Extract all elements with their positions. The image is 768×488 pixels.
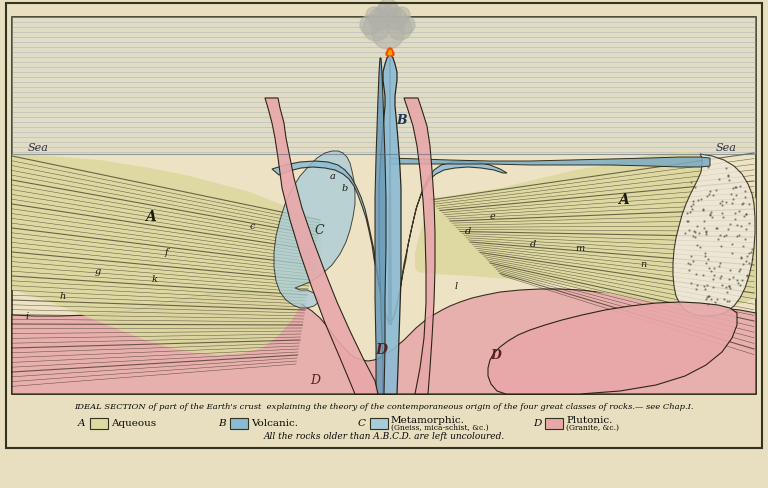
Text: Sea: Sea: [28, 142, 49, 153]
Text: g: g: [95, 266, 101, 275]
Bar: [545, 418, 563, 428]
FancyBboxPatch shape: [12, 18, 756, 394]
Text: D: D: [310, 373, 320, 386]
Text: h: h: [60, 291, 66, 301]
Polygon shape: [488, 303, 737, 394]
Text: d: d: [465, 226, 472, 236]
Polygon shape: [390, 158, 710, 168]
Text: m: m: [575, 244, 584, 252]
Text: A: A: [618, 193, 629, 206]
Polygon shape: [404, 99, 435, 394]
Circle shape: [397, 17, 415, 35]
Circle shape: [388, 17, 412, 41]
Polygon shape: [375, 59, 386, 394]
Circle shape: [383, 5, 401, 23]
Text: D: D: [490, 348, 501, 361]
Text: B: B: [218, 419, 226, 427]
Text: n: n: [640, 260, 646, 268]
Circle shape: [360, 16, 380, 36]
Text: Metamorphic.: Metamorphic.: [391, 416, 465, 425]
Text: D: D: [533, 419, 541, 427]
Polygon shape: [379, 55, 401, 394]
Text: C: C: [315, 224, 325, 237]
Text: C: C: [358, 419, 366, 427]
Text: c: c: [250, 222, 256, 230]
Text: e: e: [490, 212, 496, 221]
Polygon shape: [12, 289, 756, 394]
Polygon shape: [12, 155, 322, 355]
Circle shape: [369, 9, 391, 31]
Text: (Gneiss, mica-schist, &c.): (Gneiss, mica-schist, &c.): [391, 423, 488, 431]
Text: All the rocks older than A.B.C.D. are left uncoloured.: All the rocks older than A.B.C.D. are le…: [263, 431, 505, 441]
Bar: [370, 418, 388, 428]
Text: d: d: [530, 240, 536, 248]
Polygon shape: [274, 152, 355, 308]
Text: k: k: [152, 274, 158, 284]
Text: Volcanic.: Volcanic.: [251, 419, 298, 427]
Circle shape: [366, 8, 382, 24]
Polygon shape: [265, 99, 378, 394]
Text: i: i: [25, 311, 28, 320]
Circle shape: [363, 16, 389, 42]
Text: IDEAL SECTION of part of the Earth's crust  explaining the theory of the contemp: IDEAL SECTION of part of the Earth's cru…: [74, 402, 694, 410]
Text: Plutonic.: Plutonic.: [566, 416, 612, 425]
Text: (Granite, &c.): (Granite, &c.): [566, 423, 619, 431]
Circle shape: [378, 0, 398, 20]
Text: A: A: [145, 209, 156, 224]
Circle shape: [372, 18, 404, 50]
Polygon shape: [272, 55, 507, 325]
Text: l: l: [455, 282, 458, 290]
Text: f: f: [165, 247, 169, 257]
Text: a: a: [330, 172, 336, 181]
Polygon shape: [673, 155, 755, 316]
Circle shape: [385, 9, 407, 31]
Circle shape: [394, 8, 410, 24]
Text: D: D: [375, 342, 387, 356]
Text: Sea: Sea: [716, 142, 737, 153]
Polygon shape: [415, 153, 756, 308]
Bar: [90, 418, 108, 428]
Bar: [12, 18, 756, 155]
Text: A: A: [78, 419, 86, 427]
Circle shape: [375, 5, 393, 23]
Text: B: B: [396, 114, 406, 127]
Text: b: b: [342, 183, 348, 193]
Bar: [230, 418, 248, 428]
Text: Aqueous: Aqueous: [111, 419, 156, 427]
